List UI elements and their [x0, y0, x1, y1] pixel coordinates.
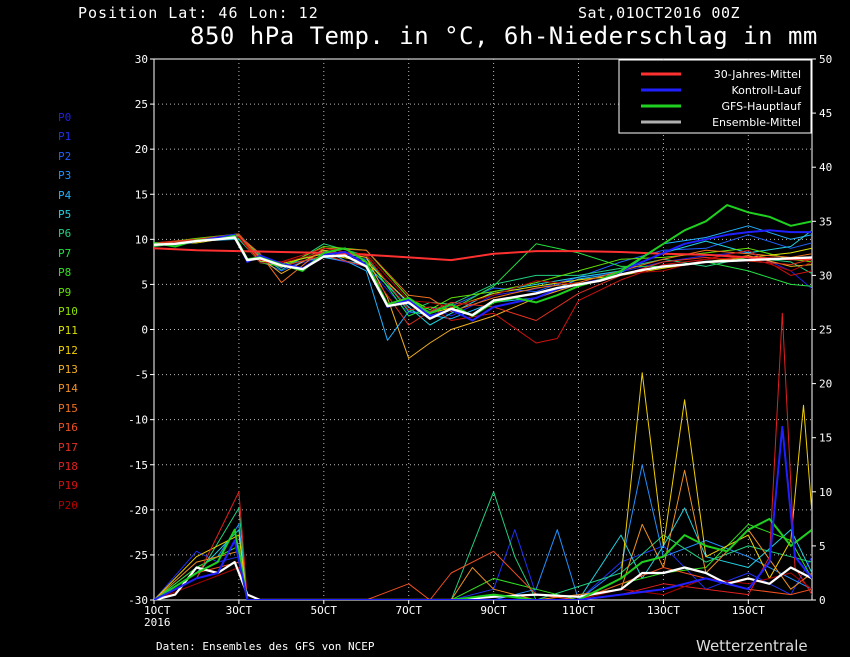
member-label-p11: P11: [58, 324, 78, 338]
y-left-tick-label: 25: [135, 98, 148, 111]
temp-line-p5: [154, 229, 812, 326]
member-list: P0 P1 P2 P3 P4 P5 P6 P7 P8 P9 P10 P11 P12 P13 P14 P15 P1…: [58, 108, 78, 515]
y-right-tick-label: 50: [819, 53, 832, 66]
y-left-tick-label: 5: [141, 278, 148, 291]
y-right-tick-label: 40: [819, 161, 832, 174]
chart-title: 850 hPa Temp. in °C, 6h-Niederschlag in …: [190, 22, 818, 50]
x-tick-label: 3OCT: [226, 604, 253, 617]
y-left-tick-label: -15: [128, 459, 148, 472]
brand-label: Wetterzentrale: [696, 637, 808, 655]
legend-entry: Ensemble-Mittel: [712, 116, 801, 129]
y-left-tick-label: 10: [135, 233, 148, 246]
member-label-p18: P18: [58, 460, 78, 474]
member-label-p7: P7: [58, 246, 72, 260]
member-label-p2: P2: [58, 149, 72, 163]
member-label-p5: P5: [58, 207, 72, 221]
y-left-tick-label: -30: [128, 594, 148, 607]
member-label-p4: P4: [58, 188, 72, 202]
y-right-tick-label: 25: [819, 324, 832, 337]
y-left-tick-label: -10: [128, 414, 148, 427]
precip-line-p18: [154, 312, 812, 600]
precip-line-p1: [154, 529, 812, 600]
y-right-tick-label: 30: [819, 269, 832, 282]
temp-line-30-jahres-mittel: [154, 247, 812, 262]
x-year-label: 2016: [144, 616, 171, 629]
x-tick-label: 15OCT: [732, 604, 765, 617]
precip-line-gfs-hauptlauf: [154, 517, 812, 600]
precip-line-p20: [154, 567, 812, 600]
member-label-p1: P1: [58, 130, 72, 144]
legend-entry: GFS-Hauptlauf: [721, 100, 802, 113]
y-right-tick-label: 15: [819, 432, 832, 445]
y-left-tick-label: 20: [135, 143, 148, 156]
temp-line-ensemble-mittel: [154, 236, 812, 320]
member-label-p20: P20: [58, 498, 78, 512]
x-tick-label: 1OCT: [144, 604, 171, 617]
temp-line-p15: [154, 235, 812, 312]
y-left-tick-label: 0: [141, 324, 148, 337]
temp-line-p20: [154, 237, 812, 308]
run-date: Sat,01OCT2016 00Z: [578, 4, 741, 22]
y-right-tick-label: 45: [819, 107, 832, 120]
precip-line-kontroll-lauf: [154, 425, 812, 600]
legend-entry: 30-Jahres-Mittel: [714, 68, 801, 81]
member-label-p19: P19: [58, 479, 78, 493]
temp-line-p4: [154, 225, 812, 341]
x-tick-label: 9OCT: [480, 604, 507, 617]
x-tick-label: 7OCT: [395, 604, 422, 617]
member-label-p8: P8: [58, 266, 72, 280]
y-right-tick-label: 0: [819, 594, 826, 607]
precip-line-p8: [154, 523, 812, 600]
y-left-tick-label: -20: [128, 504, 148, 517]
member-label-p13: P13: [58, 363, 78, 377]
y-right-tick-label: 20: [819, 378, 832, 391]
member-label-p10: P10: [58, 304, 78, 318]
y-right-tick-label: 35: [819, 215, 832, 228]
y-right-tick-label: 5: [819, 540, 826, 553]
legend-entry: Kontroll-Lauf: [732, 84, 803, 97]
member-label-p3: P3: [58, 169, 72, 183]
member-label-p17: P17: [58, 440, 78, 454]
member-label-p9: P9: [58, 285, 72, 299]
member-label-p0: P0: [58, 111, 72, 124]
member-label-p16: P16: [58, 421, 78, 435]
x-tick-label: 13OCT: [647, 604, 680, 617]
y-left-tick-label: -25: [128, 549, 148, 562]
y-left-tick-label: 15: [135, 188, 148, 201]
y-right-tick-label: 10: [819, 486, 832, 499]
member-label-p14: P14: [58, 382, 78, 396]
x-tick-label: 5OCT: [311, 604, 338, 617]
y-left-tick-label: 30: [135, 53, 148, 66]
member-label-p6: P6: [58, 227, 72, 241]
data-source: Daten: Ensembles des GFS von NCEP: [156, 640, 375, 653]
position-label: Position Lat: 46 Lon: 12: [78, 4, 319, 22]
member-label-p15: P15: [58, 401, 78, 415]
precip-line-p6: [154, 491, 812, 600]
member-label-p12: P12: [58, 343, 78, 357]
x-tick-label: 11OCT: [562, 604, 595, 617]
y-left-tick-label: -5: [135, 369, 148, 382]
